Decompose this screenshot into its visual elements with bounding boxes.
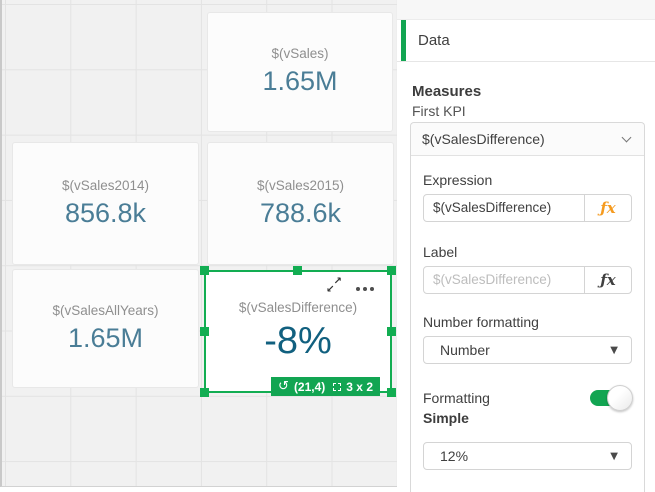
measure-dropdown-header[interactable]: $(vSalesDifference) xyxy=(411,123,644,156)
kpi-value: 856.8k xyxy=(64,197,147,228)
kpi-tile-vsales[interactable]: $(vSales) 1.65M xyxy=(207,12,393,132)
kpi-value: 1.65M xyxy=(262,66,338,97)
expression-input[interactable]: $(vSalesDifference) xyxy=(433,200,552,215)
selection-position: (21,4) xyxy=(293,379,326,394)
kpi-value: 1.65M xyxy=(67,322,144,353)
kpi-label: $(vSalesDifference) xyxy=(238,299,358,315)
expression-label: Expression xyxy=(423,172,493,188)
measure-properties: Expression $(vSalesDifference) ƒx Label … xyxy=(411,156,644,470)
selection-geometry-badge: ↺ (21,4) 3 x 2 xyxy=(271,377,380,396)
label-expression-editor-button[interactable]: ƒx xyxy=(584,267,631,293)
number-formatting-label: Number formatting xyxy=(423,314,539,330)
fx-icon: ƒx xyxy=(600,271,616,289)
number-formatting-select[interactable]: Number ▼ xyxy=(423,336,632,364)
formatting-toggle[interactable] xyxy=(590,385,633,411)
resize-handle[interactable] xyxy=(387,326,396,336)
fullscreen-icon[interactable]: ↗ ↙ xyxy=(326,277,342,295)
kpi-label: $(vSalesAllYears) xyxy=(52,302,159,318)
toggle-knob xyxy=(607,385,633,411)
kpi-label: $(vSales) xyxy=(271,46,329,62)
measure-item-name: First KPI xyxy=(412,103,466,119)
expression-editor-button[interactable]: ƒx xyxy=(584,195,631,221)
kpi-tile-vsalesdifference-selected[interactable]: ↗ ↙ $(vSalesDifference) -8% ↺ (21,4) 3 x… xyxy=(200,266,396,397)
tile-actions: ↗ ↙ xyxy=(326,277,374,295)
resize-handle[interactable] xyxy=(387,388,396,397)
format-pattern-select[interactable]: 12% ▼ xyxy=(423,442,632,470)
label-label: Label xyxy=(423,244,458,260)
label-input[interactable]: $(vSalesDifference) xyxy=(433,272,552,287)
selection-size-icon xyxy=(333,382,342,391)
resize-handle[interactable] xyxy=(200,326,209,336)
properties-panel: Data Measures First KPI $(vSalesDifferen… xyxy=(397,0,655,492)
formatting-label: Formatting xyxy=(423,390,490,406)
kpi-tile-vsales2014[interactable]: $(vSales2014) 856.8k xyxy=(12,142,199,265)
dropdown-arrow-icon: ▼ xyxy=(610,451,618,462)
resize-handle[interactable] xyxy=(293,266,302,275)
sheet-canvas: $(vSales) 1.65M $(vSales2014) 856.8k $(v… xyxy=(0,0,397,487)
more-options-icon[interactable] xyxy=(356,281,374,291)
kpi-value: 788.6k xyxy=(259,197,342,228)
resize-handle[interactable] xyxy=(200,266,209,275)
formatting-mode-label: Simple xyxy=(423,410,469,426)
measure-dropdown-value: $(vSalesDifference) xyxy=(422,131,545,147)
expression-input-group: $(vSalesDifference) ƒx xyxy=(423,194,632,222)
measures-heading: Measures xyxy=(412,83,482,100)
formatting-row: Formatting xyxy=(423,385,633,411)
rotate-icon: ↺ xyxy=(278,379,289,394)
dropdown-arrow-icon: ▼ xyxy=(610,345,618,356)
kpi-value: -8% xyxy=(264,319,332,362)
chevron-down-icon xyxy=(621,132,632,143)
kpi-tile-vsalesallyears[interactable]: $(vSalesAllYears) 1.65M xyxy=(12,269,199,388)
tab-data-label: Data xyxy=(418,32,450,49)
selection-size: 3 x 2 xyxy=(346,379,373,394)
arrow-sw-icon: ↙ xyxy=(326,284,335,295)
number-formatting-value: Number xyxy=(440,342,490,358)
label-input-group: $(vSalesDifference) ƒx xyxy=(423,266,632,294)
kpi-tile-vsales2015[interactable]: $(vSales2015) 788.6k xyxy=(207,142,394,265)
resize-handle[interactable] xyxy=(200,388,209,397)
resize-handle[interactable] xyxy=(387,266,396,275)
arrow-ne-icon: ↗ xyxy=(333,276,342,287)
panel-top-strip xyxy=(397,0,655,20)
measure-accordion: $(vSalesDifference) Expression $(vSalesD… xyxy=(410,122,645,492)
kpi-label: $(vSales2014) xyxy=(61,177,150,193)
tab-data[interactable]: Data xyxy=(397,20,655,62)
format-pattern-value: 12% xyxy=(440,448,469,464)
fx-icon: ƒx xyxy=(600,199,616,217)
kpi-label: $(vSales2015) xyxy=(256,177,345,193)
